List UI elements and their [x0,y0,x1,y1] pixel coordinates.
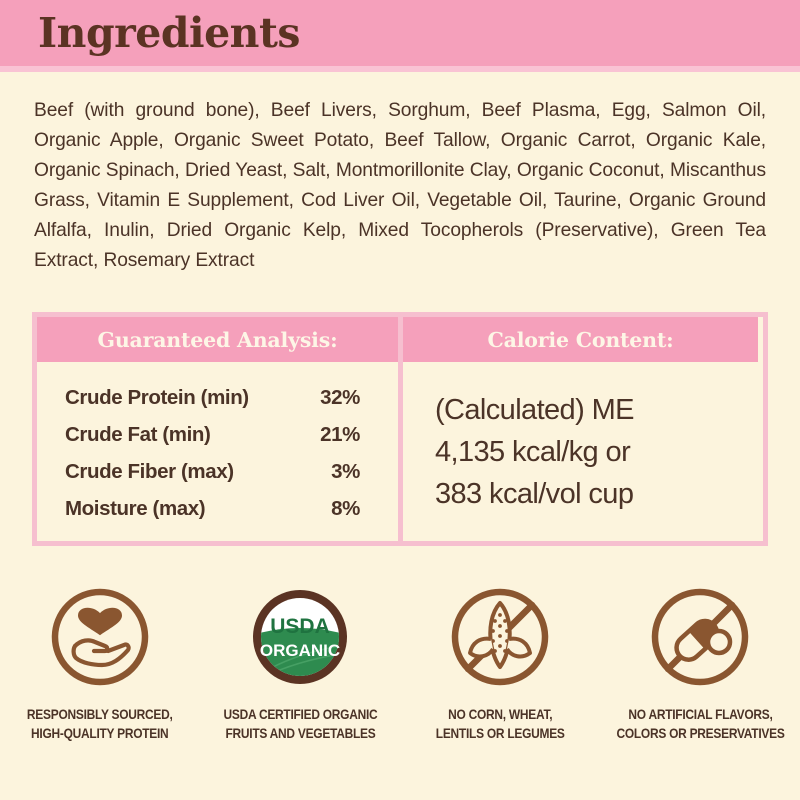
badge-caption-line1: USDA CERTIFIED ORGANIC [223,707,377,722]
calorie-content-title: Calorie Content: [487,327,674,352]
calorie-content-body: (Calculated) ME 4,135 kcal/kg or 383 kca… [403,362,758,541]
no-artificial-additives-icon [651,588,749,686]
badge-caption: RESPONSIBLY SOURCED, HIGH-QUALITY PROTEI… [27,705,173,743]
calorie-content-header: Calorie Content: [403,317,758,362]
analysis-value: 8% [331,497,360,520]
badge-caption-line1: NO CORN, WHEAT, [447,707,553,722]
badge-caption-line1: RESPONSIBLY SOURCED, [27,707,173,722]
analysis-label: Crude Fiber (max) [65,460,234,483]
usda-organic-seal-icon: USDA ORGANIC [253,590,347,684]
ingredients-header-band: Ingredients [0,0,800,66]
badge-caption: USDA CERTIFIED ORGANIC FRUITS AND VEGETA… [223,705,377,743]
calorie-line: 4,135 kcal/kg or [435,435,631,468]
badge-usda-organic: USDA ORGANIC USDA CERTIFIED ORGANIC FRUI… [200,585,400,743]
badge-no-corn: NO CORN, WHEAT, LENTILS OR LEGUMES [400,585,600,743]
badge-caption-line2: FRUITS AND VEGETABLES [225,726,375,741]
calorie-line: (Calculated) ME [435,393,635,426]
guaranteed-analysis-body: Crude Protein (min) 32% Crude Fat (min) … [37,362,398,541]
badge-no-artificial: NO ARTIFICIAL FLAVORS, COLORS OR PRESERV… [600,585,800,743]
analysis-label: Crude Protein (min) [65,386,249,409]
badge-caption-line2: LENTILS OR LEGUMES [435,726,565,741]
badge-caption-line2: HIGH-QUALITY PROTEIN [31,726,169,741]
hand-holding-heart-icon [51,588,149,686]
no-corn-icon [451,588,549,686]
analysis-value: 32% [320,386,360,409]
table-row: Moisture (max) 8% [65,497,374,521]
calorie-line: 383 kcal/vol cup [435,477,634,510]
badge-caption: NO ARTIFICIAL FLAVORS, COLORS OR PRESERV… [616,705,784,743]
badge-caption: NO CORN, WHEAT, LENTILS OR LEGUMES [436,705,565,743]
header-accent-stripe [0,66,800,72]
guaranteed-analysis-header: Guaranteed Analysis: [37,317,398,362]
analysis-value: 3% [331,460,360,483]
badge-caption-line2: COLORS OR PRESERVATIVES [615,726,785,741]
calorie-content-column: Calorie Content: (Calculated) ME 4,135 k… [398,317,758,541]
ingredients-section: Beef (with ground bone), Beef Livers, So… [0,72,800,276]
badge-caption-line1: NO ARTIFICIAL FLAVORS, [627,707,773,722]
usda-seal-top-text: USDA [270,615,330,638]
page-title: Ingredients [38,9,301,57]
guaranteed-analysis-column: Guaranteed Analysis: Crude Protein (min)… [37,317,398,541]
table-row: Crude Protein (min) 32% [65,386,374,410]
usda-seal-bottom-text: ORGANIC [260,641,340,660]
guaranteed-analysis-title: Guaranteed Analysis: [97,327,338,352]
badge-responsibly-sourced: RESPONSIBLY SOURCED, HIGH-QUALITY PROTEI… [0,585,200,743]
table-row: Crude Fiber (max) 3% [65,460,374,484]
analysis-label: Crude Fat (min) [65,423,211,446]
analysis-label: Moisture (max) [65,497,206,520]
nutrition-panel: Guaranteed Analysis: Crude Protein (min)… [32,312,768,546]
table-row: Crude Fat (min) 21% [65,423,374,447]
ingredients-list-text: Beef (with ground bone), Beef Livers, So… [34,100,766,271]
feature-badges-row: RESPONSIBLY SOURCED, HIGH-QUALITY PROTEI… [0,585,800,743]
analysis-value: 21% [320,423,360,446]
